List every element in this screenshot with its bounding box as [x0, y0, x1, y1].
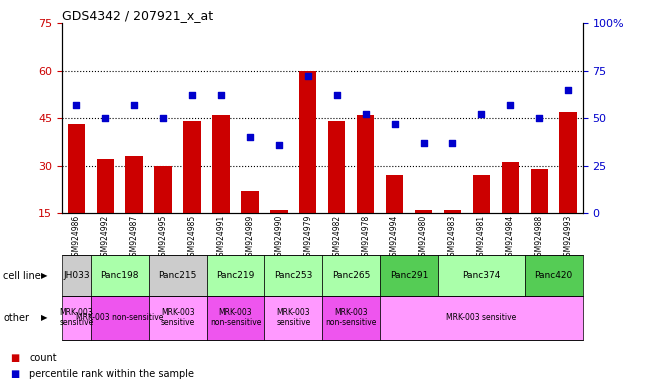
- Text: count: count: [29, 353, 57, 363]
- Point: [389, 121, 400, 127]
- Text: Panc265: Panc265: [332, 271, 370, 280]
- Point: [303, 73, 313, 79]
- Point: [129, 102, 139, 108]
- Bar: [96, 159, 114, 261]
- Bar: [68, 124, 85, 261]
- Point: [447, 140, 458, 146]
- Bar: [473, 175, 490, 261]
- Point: [100, 115, 111, 121]
- Point: [361, 111, 371, 118]
- Text: JH033: JH033: [63, 271, 90, 280]
- Point: [187, 92, 197, 98]
- Text: MRK-003 sensitive: MRK-003 sensitive: [446, 313, 516, 322]
- Text: Panc291: Panc291: [390, 271, 428, 280]
- Point: [563, 86, 574, 93]
- Text: MRK-003
non-sensitive: MRK-003 non-sensitive: [210, 308, 261, 328]
- Bar: [559, 112, 577, 261]
- Bar: [270, 210, 288, 261]
- Point: [71, 102, 81, 108]
- Point: [331, 92, 342, 98]
- Point: [534, 115, 544, 121]
- Bar: [415, 210, 432, 261]
- Text: Panc215: Panc215: [158, 271, 197, 280]
- Text: MRK-003 non-sensitive: MRK-003 non-sensitive: [76, 313, 163, 322]
- Text: Panc374: Panc374: [462, 271, 501, 280]
- Text: ▶: ▶: [41, 271, 48, 280]
- Text: ▶: ▶: [41, 313, 48, 322]
- Bar: [386, 175, 403, 261]
- Bar: [502, 162, 519, 261]
- Bar: [299, 71, 316, 261]
- Text: MRK-003
sensitive: MRK-003 sensitive: [160, 308, 195, 328]
- Text: ■: ■: [10, 369, 19, 379]
- Text: ■: ■: [10, 353, 19, 363]
- Bar: [154, 166, 172, 261]
- Text: Panc420: Panc420: [534, 271, 573, 280]
- Point: [273, 142, 284, 148]
- Text: Panc198: Panc198: [100, 271, 139, 280]
- Point: [215, 92, 226, 98]
- Bar: [357, 115, 374, 261]
- Text: MRK-003
non-sensitive: MRK-003 non-sensitive: [326, 308, 377, 328]
- Text: Panc219: Panc219: [216, 271, 255, 280]
- Bar: [444, 210, 461, 261]
- Point: [419, 140, 429, 146]
- Text: Panc253: Panc253: [274, 271, 312, 280]
- Point: [158, 115, 169, 121]
- Text: cell line: cell line: [3, 270, 41, 281]
- Text: other: other: [3, 313, 29, 323]
- Bar: [212, 115, 230, 261]
- Text: MRK-003
sensitive: MRK-003 sensitive: [276, 308, 311, 328]
- Text: GDS4342 / 207921_x_at: GDS4342 / 207921_x_at: [62, 9, 213, 22]
- Text: MRK-003
sensitive: MRK-003 sensitive: [59, 308, 94, 328]
- Bar: [328, 121, 346, 261]
- Bar: [126, 156, 143, 261]
- Bar: [184, 121, 201, 261]
- Bar: [531, 169, 548, 261]
- Point: [505, 102, 516, 108]
- Bar: [242, 191, 258, 261]
- Text: percentile rank within the sample: percentile rank within the sample: [29, 369, 194, 379]
- Point: [476, 111, 486, 118]
- Point: [245, 134, 255, 140]
